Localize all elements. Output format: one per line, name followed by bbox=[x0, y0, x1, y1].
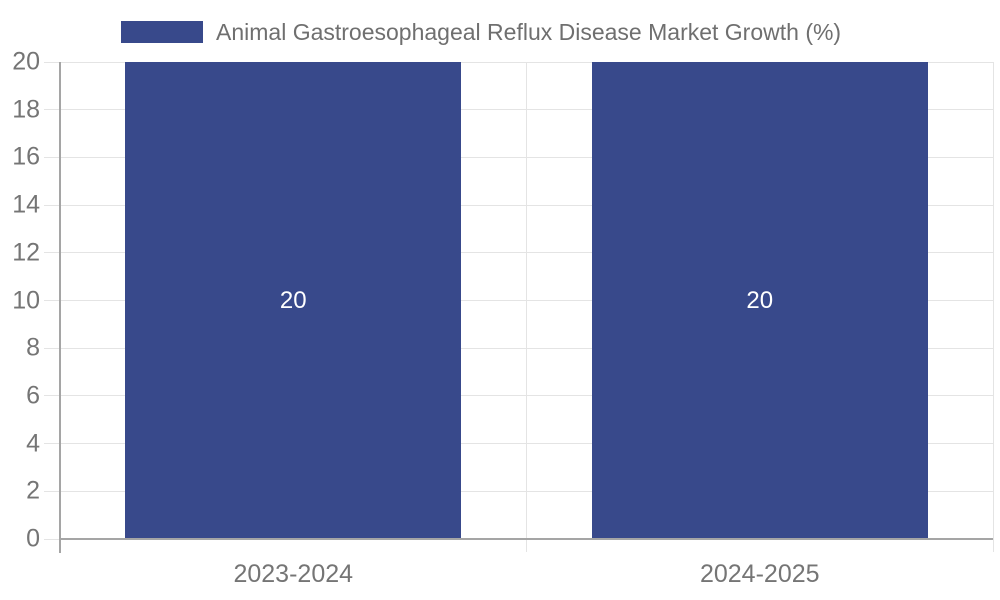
legend-swatch bbox=[121, 21, 203, 43]
y-tick-mark bbox=[44, 347, 60, 349]
x-axis-line bbox=[60, 538, 993, 540]
y-tick-label: 0 bbox=[26, 524, 40, 553]
y-tick-label: 4 bbox=[26, 429, 40, 458]
legend[interactable]: Animal Gastroesophageal Reflux Disease M… bbox=[121, 14, 841, 50]
x-tick-label: 2023-2024 bbox=[233, 560, 354, 588]
bar-value-label: 20 bbox=[279, 286, 307, 314]
y-tick-mark bbox=[44, 156, 60, 158]
y-tick-label: 8 bbox=[26, 333, 40, 362]
category-boundary-gridline bbox=[526, 62, 527, 539]
y-tick-mark bbox=[44, 443, 60, 445]
y-tick-label: 16 bbox=[12, 142, 40, 171]
legend-label: Animal Gastroesophageal Reflux Disease M… bbox=[216, 18, 842, 45]
y-tick-label: 20 bbox=[12, 47, 40, 76]
y-tick-mark bbox=[44, 538, 60, 540]
y-tick-label: 12 bbox=[12, 238, 40, 267]
y-axis-line bbox=[59, 62, 61, 553]
y-tick-mark bbox=[44, 252, 60, 254]
y-tick-mark bbox=[44, 109, 60, 111]
y-tick-label: 2 bbox=[26, 476, 40, 505]
x-tick-mark bbox=[526, 539, 527, 552]
bar-value-label: 20 bbox=[746, 286, 774, 314]
y-tick-mark bbox=[44, 490, 60, 492]
x-tick-mark bbox=[992, 539, 994, 552]
bar[interactable] bbox=[592, 62, 928, 539]
category-boundary-gridline bbox=[992, 62, 994, 539]
y-tick-mark bbox=[44, 61, 60, 63]
y-tick-mark bbox=[44, 204, 60, 206]
bar[interactable] bbox=[125, 62, 461, 539]
y-tick-label: 18 bbox=[12, 95, 40, 124]
y-tick-label: 14 bbox=[12, 190, 40, 219]
y-tick-mark bbox=[44, 395, 60, 397]
y-tick-label: 6 bbox=[26, 381, 40, 410]
x-tick-label: 2024-2025 bbox=[699, 560, 820, 588]
y-tick-mark bbox=[44, 300, 60, 301]
y-tick-label: 10 bbox=[12, 286, 40, 314]
